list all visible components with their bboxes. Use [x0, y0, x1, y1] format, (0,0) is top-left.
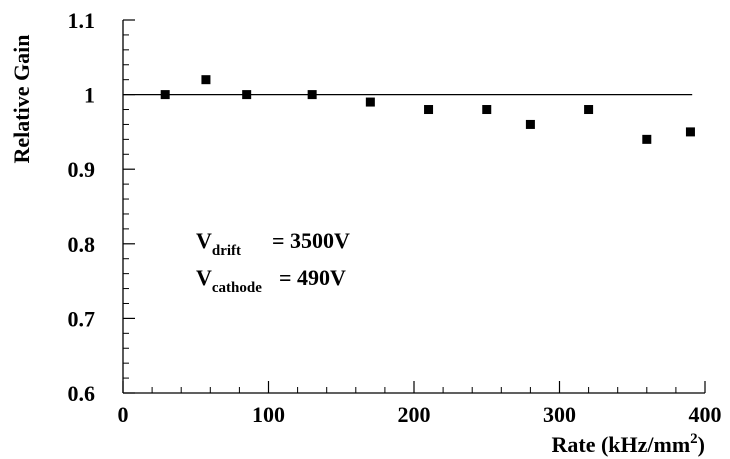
x-tick-label: 400: [689, 402, 722, 427]
data-point: [584, 105, 594, 115]
y-tick-label: 0.7: [68, 306, 96, 331]
y-tick-label: 1: [84, 83, 95, 108]
svg-text:Vcathode= 490V: Vcathode = 490V: [196, 265, 346, 296]
y-tick-label: 0.8: [68, 232, 96, 257]
data-point: [242, 90, 252, 100]
annotation-layer: Vdrift = 3500V Vcathode = 490V: [196, 228, 350, 296]
ticks-layer: [122, 19, 706, 394]
annotation-line: Vcathode = 490V: [196, 265, 346, 296]
y-tick-label: 1.1: [68, 8, 96, 33]
annotation-line: Vdrift = 3500V: [196, 228, 350, 259]
y-tick-label: 0.9: [68, 157, 96, 182]
data-points-layer: [160, 75, 695, 144]
data-point: [642, 134, 652, 144]
y-tick-label: 0.6: [68, 381, 96, 406]
data-point: [307, 90, 317, 100]
data-point: [482, 105, 492, 115]
y-axis-label: Relative Gain: [9, 35, 34, 164]
x-axis-label: Rate (kHz/mm2): [551, 431, 705, 457]
x-tick-label: 0: [118, 402, 129, 427]
labels-layer: 0 100 200 300 400 0.6 0.7 0.8 0.9 1 1.1 Relative Ga…: [9, 8, 722, 457]
data-point: [424, 105, 434, 115]
svg-text:Vdrift= 3500V: Vdrift = 3500V: [196, 228, 350, 259]
x-tick-label: 300: [543, 402, 576, 427]
data-point: [685, 127, 695, 137]
data-point: [525, 119, 535, 129]
data-point: [365, 97, 375, 107]
data-point: [201, 75, 211, 85]
data-point: [160, 90, 170, 100]
x-tick-label: 100: [252, 402, 285, 427]
x-tick-label: 200: [398, 402, 431, 427]
